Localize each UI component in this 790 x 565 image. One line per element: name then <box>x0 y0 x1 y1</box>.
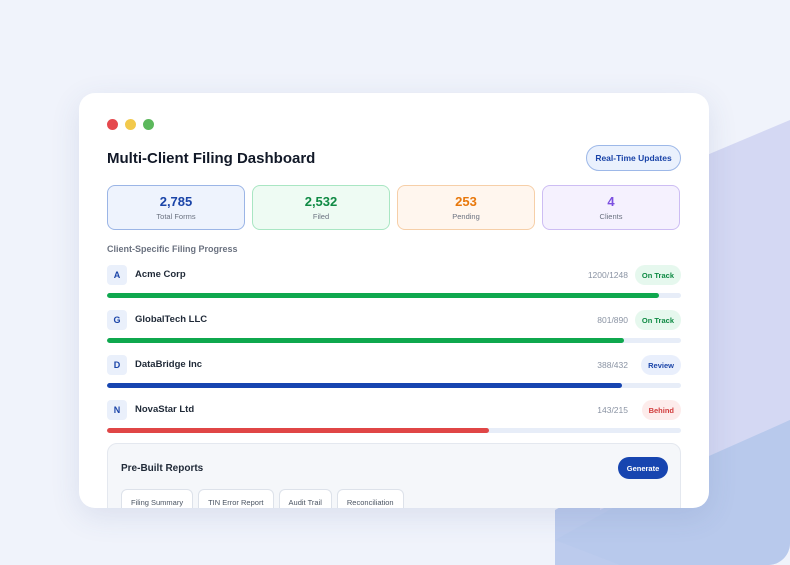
client-avatar: D <box>107 355 127 375</box>
progress-section-label: Client-Specific Filing Progress <box>107 244 238 254</box>
progress-track <box>107 428 681 433</box>
report-chip-tin-error-report[interactable]: TIN Error Report <box>198 489 274 508</box>
generate-button[interactable]: Generate <box>618 457 668 479</box>
progress-fill <box>107 383 623 388</box>
window-controls <box>107 119 154 130</box>
stat-label: Clients <box>599 212 623 221</box>
client-count: 1200/1248 <box>587 270 628 280</box>
stat-card-total-forms: 2,785 Total Forms <box>107 185 245 230</box>
client-row-novastar[interactable]: N NovaStar Ltd 143/215 Behind <box>107 400 681 440</box>
report-chip-reconciliation[interactable]: Reconciliation <box>336 489 404 508</box>
maximize-dot[interactable] <box>143 119 154 130</box>
stat-label: Total Forms <box>156 212 196 221</box>
stat-value: 4 <box>607 194 615 209</box>
stat-value: 253 <box>455 194 477 209</box>
stats-row: 2,785 Total Forms 2,532 Filed 253 Pendin… <box>107 185 680 230</box>
stat-card-clients: 4 Clients <box>542 185 680 230</box>
client-row-globaltech[interactable]: G GlobalTech LLC 801/890 On Track <box>107 310 681 350</box>
client-count: 801/890 <box>597 315 628 325</box>
client-name: NovaStar Ltd <box>135 404 195 415</box>
progress-track <box>107 338 681 343</box>
progress-fill <box>107 338 624 343</box>
stat-value: 2,785 <box>159 194 193 209</box>
page-title: Multi-Client Filing Dashboard <box>107 150 316 167</box>
stat-value: 2,532 <box>304 194 338 209</box>
client-avatar: G <box>107 310 127 330</box>
client-avatar: A <box>107 265 127 285</box>
progress-track <box>107 293 681 298</box>
status-badge: Review <box>641 355 681 375</box>
client-row-databridge[interactable]: D DataBridge Inc 388/432 Review <box>107 355 681 395</box>
status-badge: On Track <box>634 265 681 285</box>
client-name: GlobalTech LLC <box>135 314 208 325</box>
minimize-dot[interactable] <box>125 119 136 130</box>
status-badge: Behind <box>641 400 681 420</box>
client-count: 388/432 <box>597 360 628 370</box>
stat-label: Pending <box>452 212 480 221</box>
pre-built-reports-panel: Pre-Built Reports Generate Filing Summar… <box>107 443 681 508</box>
dashboard-window: Multi-Client Filing Dashboard Real-Time … <box>79 93 709 508</box>
report-chips: Filing Summary TIN Error Report Audit Tr… <box>121 489 404 508</box>
stat-label: Filed <box>312 212 330 221</box>
client-name: Acme Corp <box>135 269 186 280</box>
report-chip-filing-summary[interactable]: Filing Summary <box>121 489 194 508</box>
status-badge: On Track <box>634 310 681 330</box>
progress-fill <box>107 428 489 433</box>
client-avatar: N <box>107 400 127 420</box>
stat-card-pending: 253 Pending <box>397 185 535 230</box>
report-chip-audit-trail[interactable]: Audit Trail <box>278 489 332 508</box>
client-row-acme[interactable]: A Acme Corp 1200/1248 On Track <box>107 265 681 305</box>
reports-title: Pre-Built Reports <box>121 463 204 474</box>
stat-card-filed: 2,532 Filed <box>252 185 390 230</box>
client-name: DataBridge Inc <box>135 359 203 370</box>
client-count: 143/215 <box>597 405 628 415</box>
progress-track <box>107 383 681 388</box>
close-dot[interactable] <box>107 119 118 130</box>
progress-fill <box>107 293 660 298</box>
realtime-updates-button[interactable]: Real-Time Updates <box>586 145 681 171</box>
